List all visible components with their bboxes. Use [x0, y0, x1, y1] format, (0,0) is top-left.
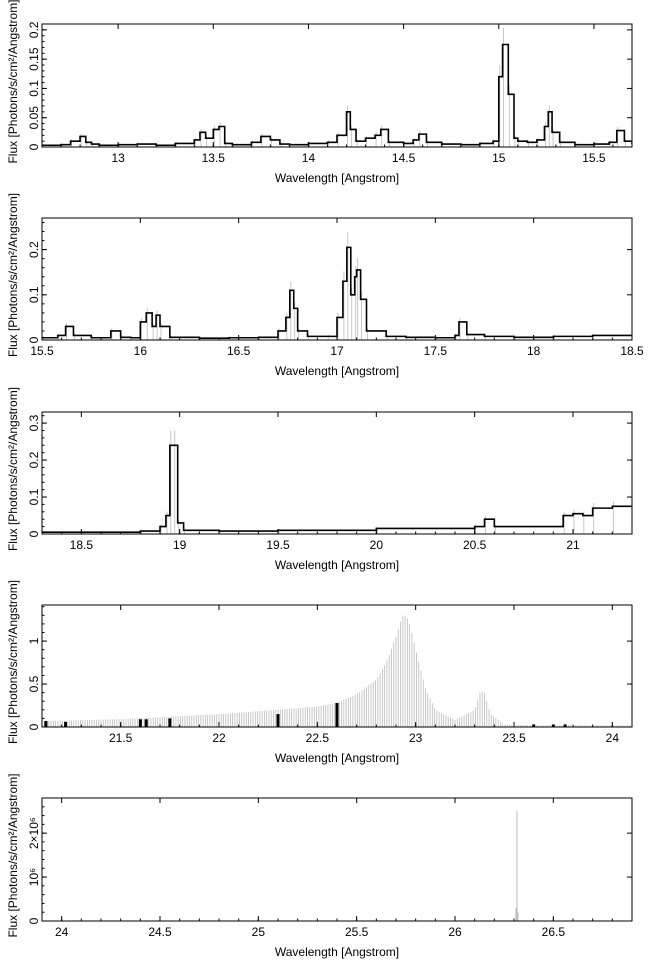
x-axis-title: Wavelength [Angstrom] [275, 171, 399, 185]
y-axis-title: Flux [Photons/s/cm²/Angstrom] [6, 387, 20, 551]
x-tick-label: 13.5 [202, 151, 226, 165]
x-tick-label: 15.5 [582, 151, 606, 165]
x-axis-title: Wavelength [Angstrom] [275, 364, 399, 378]
y-tick-label: 1 [27, 637, 41, 644]
x-tick-label: 15 [492, 151, 506, 165]
x-tick-label: 23 [409, 731, 423, 745]
flux-bar [335, 702, 339, 727]
x-tick-label: 21.5 [109, 731, 133, 745]
x-tick-label: 16 [134, 344, 148, 358]
chart-panel-4: 21.5 22 22.5 23 23.5 24 0 0.5 1 Wavelength [Angst… [6, 580, 633, 765]
plot-area [515, 811, 519, 921]
x-tick-label: 24.5 [148, 925, 172, 939]
x-tick-label: 18.5 [620, 344, 644, 358]
y-tick-label: 0.05 [27, 106, 41, 130]
x-axis-title: Wavelength [Angstrom] [275, 945, 399, 959]
x-tick-label: 16.5 [227, 344, 251, 358]
x-tick-label: 20 [370, 538, 384, 552]
plot-area [42, 232, 632, 340]
axes-frame [41, 797, 633, 922]
chart-panel-2: 15.5 16 16.5 17 17.5 18 18.5 0 0.1 0.2 Wavelength … [6, 193, 644, 378]
x-tick-label: 22.5 [306, 731, 330, 745]
plot-area [42, 430, 632, 534]
flux-bar [144, 719, 148, 727]
y-tick-label: 0.2 [27, 451, 41, 468]
x-tick-label: 15.5 [30, 344, 54, 358]
x-tick-label: 20.5 [463, 538, 487, 552]
x-tick-label: 25 [252, 925, 266, 939]
chart-panel-5: 24 24.5 25 25.5 26 26.5 0 10⁶ 2×10⁶ Wavelength [A… [6, 773, 633, 959]
y-tick-label: 0 [27, 336, 41, 343]
y-tick-label: 0.15 [27, 47, 41, 71]
x-tick-label: 14.5 [392, 151, 416, 165]
y-tick-label: 0.3 [27, 414, 41, 431]
x-axis-title: Wavelength [Angstrom] [275, 558, 399, 572]
y-tick-label: 0 [27, 530, 41, 537]
y-tick-label: 0 [27, 143, 41, 150]
y-tick-label: 0.1 [27, 286, 41, 303]
spectrum-series-1 [42, 444, 632, 533]
y-tick-label: 2×10⁶ [27, 817, 41, 849]
axes-frame [41, 23, 633, 148]
y-axis-title: Flux [Photons/s/cm²/Angstrom] [6, 0, 20, 164]
flux-bar [563, 724, 567, 727]
y-tick-label: 10⁶ [27, 868, 41, 886]
x-tick-label: 18.5 [70, 538, 94, 552]
error-band-series [42, 615, 632, 727]
x-tick-label: 24 [55, 925, 69, 939]
y-tick-label: 0.2 [27, 241, 41, 258]
plot-area [42, 615, 632, 727]
x-tick-label: 14 [302, 151, 316, 165]
x-tick-label: 25.5 [345, 925, 369, 939]
x-tick-label: 18 [527, 344, 541, 358]
flux-bar [276, 714, 280, 727]
flux-bar [138, 719, 142, 727]
y-tick-label: 0.5 [27, 675, 41, 692]
x-tick-label: 26 [448, 925, 462, 939]
x-tick-label: 26.5 [542, 925, 566, 939]
x-tick-label: 19 [173, 538, 187, 552]
flux-bar [64, 721, 68, 727]
chart-panel-3: 18.5 19 19.5 20 20.5 21 0 0.1 0.2 0.3 Wavelength [… [6, 387, 633, 572]
flux-bar [168, 718, 172, 727]
y-axis-title: Flux [Photons/s/cm²/Angstrom] [6, 193, 20, 357]
spectrum-series-1 [42, 43, 632, 147]
y-tick-label: 0 [27, 917, 41, 924]
x-tick-label: 23.5 [502, 731, 526, 745]
y-tick-label: 0.2 [27, 21, 41, 38]
y-axis-title: Flux [Photons/s/cm²/Angstrom] [6, 580, 20, 744]
x-tick-label: 22 [212, 731, 226, 745]
x-tick-label: 21 [566, 538, 580, 552]
y-tick-label: 0.1 [27, 488, 41, 505]
x-tick-label: 13 [111, 151, 125, 165]
y-tick-label: 0 [27, 723, 41, 730]
x-tick-label: 17.5 [424, 344, 448, 358]
flux-bar [44, 720, 48, 727]
chart-panel-1: 13 13.5 14 14.5 15 15.5 0 0.05 0.1 0.15 0.2 Wavelen… [6, 0, 633, 185]
plot-area [42, 27, 632, 147]
x-tick-label: 19.5 [266, 538, 290, 552]
axes-frame [41, 411, 633, 535]
x-tick-label: 17 [330, 344, 344, 358]
spectrum-series-1 [42, 246, 632, 339]
x-axis-title: Wavelength [Angstrom] [275, 751, 399, 765]
y-axis-title: Flux [Photons/s/cm²/Angstrom] [6, 773, 20, 937]
x-tick-label: 24 [606, 731, 620, 745]
y-tick-label: 0.1 [27, 80, 41, 97]
